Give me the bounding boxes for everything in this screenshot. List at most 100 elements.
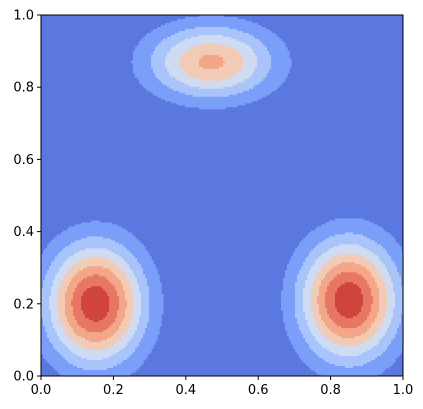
contour-cell — [47, 270, 60, 273]
contour-cell — [49, 304, 58, 307]
contour-cell — [331, 330, 368, 333]
contour-cell — [71, 338, 86, 341]
contour-cell — [267, 48, 288, 52]
contour-cell — [271, 56, 290, 60]
contour-cell — [167, 54, 182, 58]
contour-cell — [63, 264, 74, 267]
contour-cell — [141, 292, 150, 295]
contour-cell — [117, 312, 126, 315]
contour-cell — [119, 340, 130, 343]
contour-cell — [105, 290, 118, 293]
contour-cell — [65, 246, 126, 249]
contour-cell — [77, 284, 114, 287]
contour-cell — [61, 322, 70, 325]
contour-cell — [87, 330, 104, 333]
contour-cell — [187, 72, 236, 76]
contour-cell — [65, 344, 78, 347]
contour-cell — [147, 322, 162, 325]
contour-cell — [87, 276, 106, 279]
contour-cell — [57, 370, 136, 373]
contour-cell — [337, 264, 362, 267]
contour-cell — [385, 314, 394, 317]
contour-cell — [319, 304, 326, 307]
contour-cell — [71, 302, 82, 305]
contour-cell — [67, 258, 84, 261]
contour-cell — [151, 62, 166, 66]
contour-cell — [41, 312, 52, 315]
contour-cell — [61, 250, 80, 253]
contour-cell — [129, 280, 138, 283]
contour-cell — [257, 64, 272, 68]
contour-cell — [51, 294, 58, 297]
contour-cell — [177, 102, 246, 106]
contour-cell — [383, 318, 392, 321]
contour-cell — [313, 314, 322, 317]
contour-cell — [307, 364, 336, 367]
contour-cell — [383, 262, 396, 265]
contour-cell — [41, 350, 58, 353]
contour-cell — [81, 346, 110, 349]
contour-cell — [73, 298, 82, 301]
contour-cell — [135, 46, 156, 50]
contour-cell — [295, 292, 304, 295]
contour-cell — [237, 38, 260, 42]
contour-cell — [41, 256, 56, 259]
contour-cell — [401, 284, 404, 287]
contour-cell — [341, 326, 358, 329]
contour-cell — [395, 264, 404, 267]
contour-cell — [69, 362, 122, 365]
contour-cell — [395, 334, 404, 337]
contour-cell — [391, 256, 404, 259]
contour-cell — [49, 362, 70, 365]
contour-cell — [363, 304, 372, 307]
contour-cell — [83, 258, 108, 261]
contour-cell — [395, 296, 404, 299]
contour-cell — [285, 326, 300, 329]
contour-cell — [199, 106, 226, 110]
contour-cell — [63, 326, 72, 329]
contour-cell — [123, 360, 144, 363]
contour-cell — [341, 336, 356, 339]
contour-cell — [329, 248, 368, 251]
contour-cell — [111, 324, 122, 327]
contour-cell — [75, 332, 116, 335]
contour-cell — [321, 282, 330, 285]
contour-cell — [307, 322, 316, 325]
contour-cell — [69, 268, 84, 271]
contour-cell — [243, 90, 272, 94]
contour-cell — [393, 288, 404, 291]
contour-cell — [107, 328, 120, 331]
contour-cell — [301, 330, 312, 333]
contour-cell — [115, 288, 124, 291]
contour-cell — [59, 336, 70, 339]
contour-cell — [325, 238, 372, 241]
contour-cell — [397, 270, 404, 273]
contour-cell — [103, 330, 118, 333]
contour-cell — [363, 342, 380, 345]
contour-cell — [263, 78, 286, 82]
contour-cell — [375, 318, 384, 321]
contour-cell — [383, 352, 402, 355]
contour-cell — [297, 318, 306, 321]
contour-cell — [317, 244, 340, 247]
y-tick-label: 0.2 — [13, 297, 34, 312]
contour-cell — [185, 92, 238, 96]
contour-cell — [165, 64, 180, 68]
contour-cell — [381, 260, 394, 263]
contour-cell — [335, 304, 364, 307]
contour-cell — [329, 316, 346, 319]
contour-cell — [385, 334, 396, 337]
contour-cell — [329, 350, 368, 353]
contour-cell — [329, 314, 342, 317]
contour-cell — [53, 366, 78, 369]
contour-cell — [145, 328, 160, 331]
contour-cell — [305, 280, 314, 283]
contour-cell — [159, 42, 178, 46]
contour-cell — [85, 248, 108, 251]
contour-cell — [311, 266, 322, 269]
contour-cell — [115, 274, 126, 277]
contour-cell — [123, 270, 134, 273]
contour-cell — [223, 64, 244, 68]
contour-cell — [41, 306, 50, 309]
contour-cell — [291, 340, 306, 343]
